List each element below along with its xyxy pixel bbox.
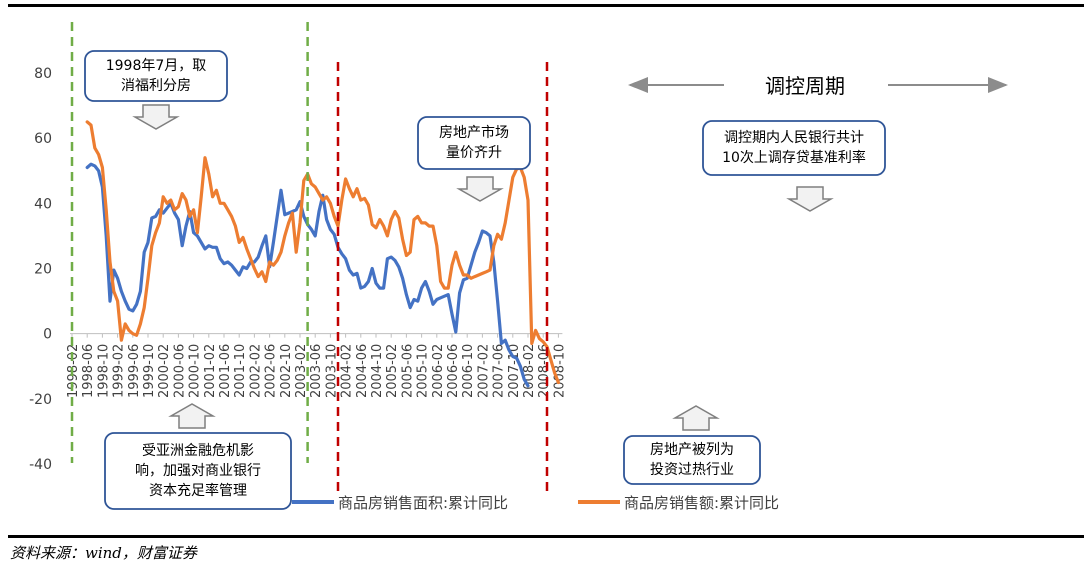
x-tick-label: 2001-10 xyxy=(233,344,248,398)
x-tick-label: 2007-02 xyxy=(476,344,491,398)
source-note: 资料来源：wind，财富证券 xyxy=(10,544,197,562)
y-tick-label: 20 xyxy=(34,262,52,278)
x-tick-label: 2007-06 xyxy=(492,344,507,398)
x-tick-label: 2002-10 xyxy=(279,344,294,398)
x-tick-label: 2002-02 xyxy=(248,344,263,398)
bottom-rule xyxy=(8,535,1084,538)
x-tick-label: 1999-06 xyxy=(127,344,142,398)
control-period-label: 调控周期 xyxy=(765,74,845,98)
annotation-2004-rate-hikes-text: 调控期内人民银行共计 xyxy=(724,130,864,146)
y-tick-label: 80 xyxy=(34,66,52,82)
annotation-2004-overheating-text: 投资过热行业 xyxy=(650,462,734,478)
x-tick-label: 1998-06 xyxy=(81,344,96,398)
x-tick-label: 2005-10 xyxy=(416,344,431,398)
annotation-2004-rate-hikes: 调控期内人民银行共计 10次上调存贷基准利率 xyxy=(702,120,886,176)
x-tick-label: 2006-02 xyxy=(431,344,446,398)
annotation-1998-housing-reform-text: 1998年7月，取 xyxy=(106,58,207,74)
annotation-2004-overheating-text: 房地产被列为 xyxy=(650,442,734,458)
annotation-1998-housing-reform-text: 消福利分房 xyxy=(121,78,191,94)
x-tick-label: 2008-02 xyxy=(522,344,537,398)
x-tick-label: 2003-02 xyxy=(294,344,309,398)
down-arrow-1998 xyxy=(132,104,180,130)
x-tick-label: 2002-06 xyxy=(264,344,279,398)
x-tick-label: 2001-06 xyxy=(218,344,233,398)
top-rule xyxy=(8,4,1084,7)
x-tick-label: 2000-06 xyxy=(172,344,187,398)
annotation-1998-housing-reform-frame xyxy=(84,50,228,102)
x-tick-label: 2000-10 xyxy=(188,344,203,398)
x-tick-label: 2004-02 xyxy=(340,344,355,398)
x-tick-label: 2005-06 xyxy=(400,344,415,398)
x-tick-label: 2003-10 xyxy=(324,344,339,398)
annotation-1999-crisis-text: 受亚洲金融危机影 xyxy=(142,443,254,459)
annotation-1999-crisis-text: 响，加强对商业银行 xyxy=(135,463,261,479)
amount-series-line xyxy=(85,120,561,385)
up-arrow-1999 xyxy=(168,403,216,429)
y-tick-label: 0 xyxy=(43,327,52,343)
x-tick-label: 2007-10 xyxy=(507,344,522,398)
down-arrow-2003 xyxy=(456,176,504,202)
y-tick-label: -40 xyxy=(29,457,52,473)
y-tick-label: 40 xyxy=(34,196,52,212)
x-tick-label: 2003-06 xyxy=(309,344,324,398)
x-tick-label: 2006-06 xyxy=(446,344,461,398)
x-tick-label: 1999-02 xyxy=(112,344,127,398)
x-tick-label: 2006-10 xyxy=(461,344,476,398)
x-tick-label: 1999-10 xyxy=(142,344,157,398)
annotation-2003-boom-text: 房地产市场 xyxy=(439,124,509,141)
annotation-2004-overheating-frame xyxy=(623,435,761,485)
annotation-1999-crisis-frame xyxy=(104,432,292,510)
annotation-2003-boom-text: 量价齐升 xyxy=(446,145,502,161)
x-tick-label: 2001-02 xyxy=(203,344,218,398)
x-tick-label: 1998-10 xyxy=(96,344,111,398)
legend-amount-label: 商品房销售额:累计同比 xyxy=(624,494,779,512)
up-arrow-2004 xyxy=(672,405,720,431)
x-tick-label: 1998-02 xyxy=(66,344,81,398)
x-tick-label: 2000-02 xyxy=(157,344,172,398)
y-tick-label: 60 xyxy=(34,131,52,147)
y-tick-label: -20 xyxy=(29,392,52,408)
annotation-2003-boom-frame xyxy=(417,116,531,170)
x-tick-label: 2005-02 xyxy=(385,344,400,398)
x-tick-label: 2004-06 xyxy=(355,344,370,398)
annotation-2004-rate-hikes-frame xyxy=(702,120,886,176)
annotation-2004-rate-hikes-text: 10次上调存贷基准利率 xyxy=(722,149,866,166)
x-tick-label: 2008-10 xyxy=(552,344,567,398)
legend-area-label: 商品房销售面积:累计同比 xyxy=(338,494,508,512)
x-tick-label: 2004-10 xyxy=(370,344,385,398)
down-arrow-2004 xyxy=(786,186,834,212)
annotation-1999-crisis-text: 资本充足率管理 xyxy=(149,482,247,499)
